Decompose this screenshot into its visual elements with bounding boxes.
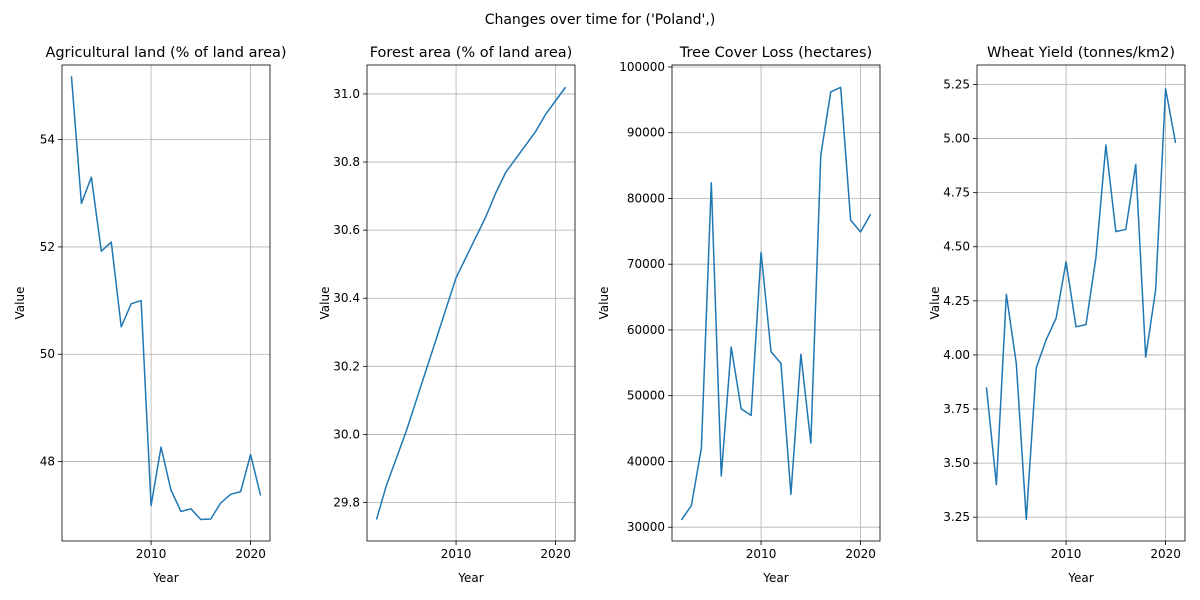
y-tick-label: 80000 — [627, 191, 665, 205]
x-tick-label: 2020 — [845, 547, 876, 561]
y-tick-label: 54 — [40, 133, 55, 147]
y-axis-label: Value — [318, 287, 332, 320]
axes-frame — [976, 64, 1186, 542]
y-tick-label: 90000 — [627, 126, 665, 140]
subplot-3: 2010 2020 30000 40000 50000 60000 70000 80000 90… — [597, 45, 881, 585]
x-tick-label: 2020 — [235, 547, 266, 561]
x-axis-label: Year — [762, 571, 788, 585]
y-tick-label: 30.4 — [333, 291, 360, 305]
subplot-title: Forest area (% of land area) — [370, 45, 573, 61]
y-tick-label: 30000 — [627, 520, 665, 534]
subplot-4: 2010 2020 3.25 3.50 3.75 4.00 4.25 4.50 4.75 5.00… — [928, 45, 1186, 585]
y-tick-label: 52 — [40, 240, 55, 254]
y-axis-label: Value — [928, 287, 942, 320]
y-tick-label: 30.8 — [333, 155, 360, 169]
y-tick-label: 4.25 — [943, 294, 970, 308]
subplot-2: 2010 2020 29.8 30.0 30.2 30.4 30.6 30.8 31.0 Fore… — [318, 45, 576, 585]
series-line — [680, 86, 872, 521]
y-tick-label: 30.6 — [333, 223, 360, 237]
y-tick-label: 40000 — [627, 454, 665, 468]
y-tick-label: 3.75 — [943, 402, 970, 416]
y-tick-label: 50 — [40, 347, 55, 361]
x-tick-label: 2010 — [1051, 547, 1082, 561]
y-tick-label: 30.0 — [333, 427, 360, 441]
y-tick-label: 4.00 — [943, 348, 970, 362]
subplot-title: Wheat Yield (tonnes/km2) — [987, 45, 1175, 61]
axes-frame — [671, 64, 881, 542]
y-tick-label: 4.75 — [943, 186, 970, 200]
x-axis-label: Year — [457, 571, 483, 585]
y-tick-label: 100000 — [619, 60, 665, 74]
y-axis-label: Value — [13, 287, 27, 320]
subplot-1: 2010 2020 48 50 52 54 Agricultural land (% of … — [13, 45, 287, 585]
y-tick-label: 50000 — [627, 389, 665, 403]
y-tick-label: 5.25 — [943, 77, 970, 91]
x-tick-label: 2010 — [136, 547, 167, 561]
y-tick-label: 5.00 — [943, 132, 970, 146]
y-tick-label: 48 — [40, 455, 55, 469]
axes-frame — [366, 64, 576, 542]
series-line — [70, 76, 262, 521]
y-tick-label: 70000 — [627, 257, 665, 271]
figure-suptitle: Changes over time for ('Poland',) — [485, 12, 716, 28]
axes-frame — [61, 64, 271, 542]
subplot-title: Agricultural land (% of land area) — [45, 45, 286, 61]
y-axis-label: Value — [597, 287, 611, 320]
y-tick-label: 3.50 — [943, 456, 970, 470]
subplot-title: Tree Cover Loss (hectares) — [679, 45, 872, 61]
x-tick-label: 2020 — [1150, 547, 1181, 561]
x-tick-label: 2010 — [441, 547, 472, 561]
y-tick-label: 60000 — [627, 323, 665, 337]
x-axis-label: Year — [1067, 571, 1093, 585]
y-tick-label: 29.8 — [333, 496, 360, 510]
y-tick-label: 30.2 — [333, 359, 360, 373]
y-tick-label: 4.50 — [943, 240, 970, 254]
subplot-panels: 2010 2020 48 50 52 54 Agricultural land (% of … — [13, 45, 1186, 585]
x-axis-label: Year — [152, 571, 178, 585]
x-tick-label: 2010 — [746, 547, 777, 561]
y-tick-label: 3.25 — [943, 510, 970, 524]
x-tick-label: 2020 — [540, 547, 571, 561]
series-line — [985, 88, 1177, 521]
series-line — [375, 86, 567, 520]
y-tick-label: 31.0 — [333, 87, 360, 101]
